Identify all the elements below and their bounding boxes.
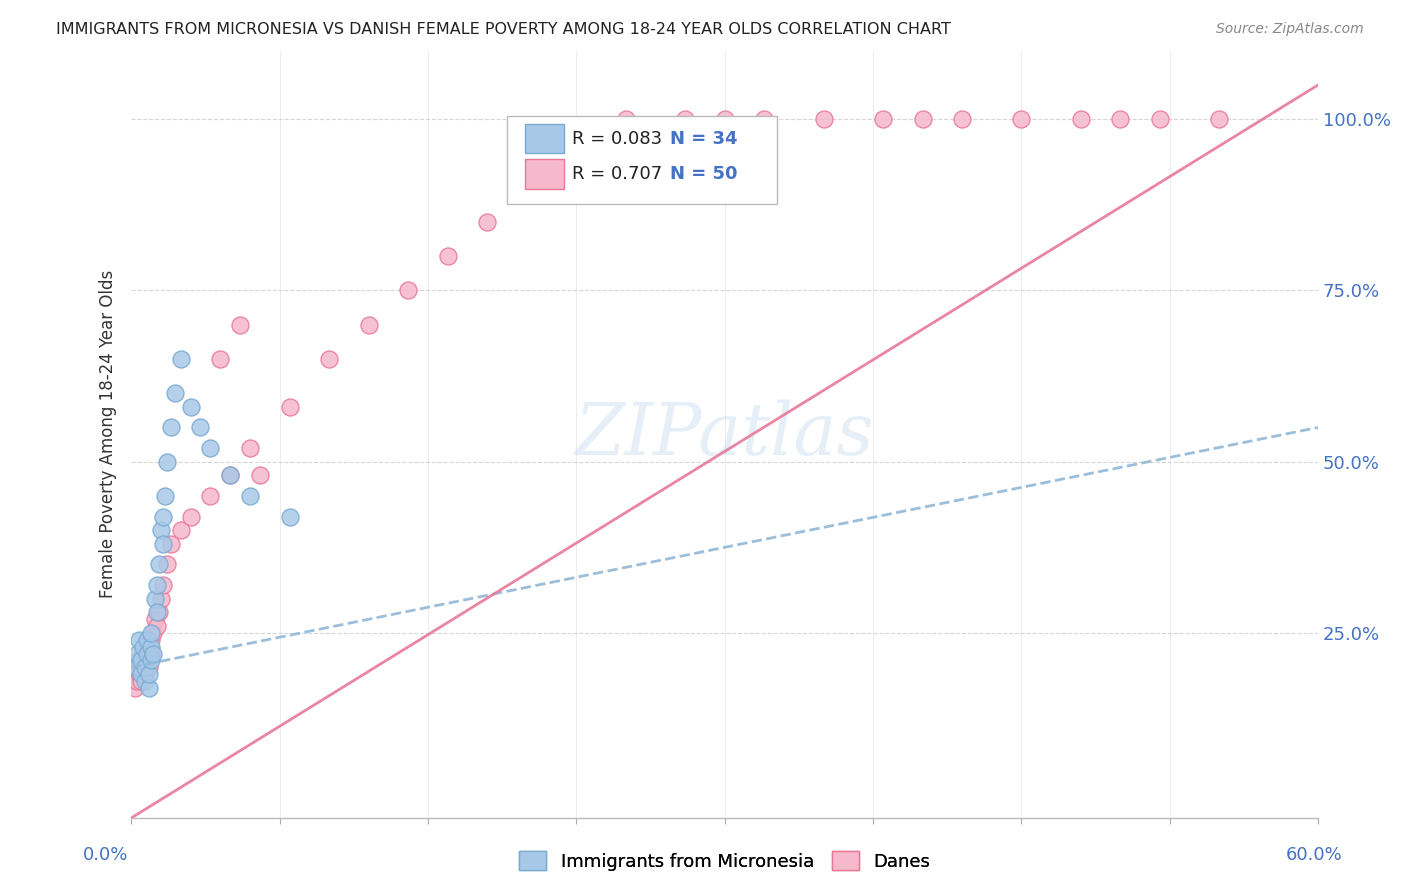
Point [129, 653, 152, 667]
Point [138, 681, 160, 695]
Point [555, 146, 578, 161]
Point [129, 667, 152, 681]
Point [477, 215, 499, 229]
Point [138, 667, 160, 681]
Point [1010, 112, 1032, 127]
Point [229, 318, 252, 332]
Point [149, 523, 172, 537]
Point [396, 284, 419, 298]
Point [219, 468, 242, 483]
Point [278, 509, 301, 524]
Text: 0.0%: 0.0% [83, 846, 128, 863]
Text: ZIPatlas: ZIPatlas [575, 399, 875, 469]
Y-axis label: Female Poverty Among 18-24 Year Olds: Female Poverty Among 18-24 Year Olds [100, 270, 117, 599]
Point [152, 578, 174, 592]
Point [127, 647, 149, 661]
Point [128, 632, 150, 647]
Point [180, 509, 202, 524]
Point [200, 441, 222, 455]
Point [139, 653, 162, 667]
Point [239, 441, 262, 455]
Text: R = 0.707: R = 0.707 [572, 165, 662, 183]
Point [124, 681, 146, 695]
Point [127, 673, 149, 688]
Point [357, 318, 380, 332]
Point [156, 558, 179, 572]
Point [132, 647, 155, 661]
Point [134, 653, 156, 667]
Point [128, 653, 150, 667]
Point [1208, 112, 1230, 127]
Point [180, 400, 202, 414]
Point [950, 112, 973, 127]
Point [1070, 112, 1092, 127]
Point [219, 468, 242, 483]
Point [152, 509, 174, 524]
Point [516, 180, 538, 194]
Text: 60.0%: 60.0% [1286, 846, 1343, 863]
Point [143, 612, 166, 626]
Point [143, 591, 166, 606]
Point [1109, 112, 1132, 127]
Point [249, 468, 271, 483]
Legend: Immigrants from Micronesia, Danes: Immigrants from Micronesia, Danes [512, 844, 938, 878]
Point [713, 112, 735, 127]
Point [278, 400, 301, 414]
Point [159, 537, 181, 551]
Point [139, 647, 162, 661]
Point [209, 351, 232, 366]
Point [142, 626, 165, 640]
Point [148, 606, 170, 620]
Point [813, 112, 835, 127]
Point [163, 386, 186, 401]
Point [134, 667, 156, 681]
Point [138, 660, 160, 674]
Point [129, 660, 152, 674]
Text: N = 50: N = 50 [669, 165, 737, 183]
Point [148, 558, 170, 572]
Point [200, 489, 222, 503]
Point [149, 591, 172, 606]
Point [139, 640, 162, 654]
Point [146, 578, 169, 592]
Point [134, 660, 156, 674]
Point [318, 351, 340, 366]
Point [436, 249, 458, 263]
Point [170, 523, 193, 537]
Point [614, 112, 637, 127]
Point [136, 632, 159, 647]
Point [156, 455, 179, 469]
Point [152, 537, 174, 551]
Point [139, 626, 162, 640]
Text: IMMIGRANTS FROM MICRONESIA VS DANISH FEMALE POVERTY AMONG 18-24 YEAR OLDS CORREL: IMMIGRANTS FROM MICRONESIA VS DANISH FEM… [56, 22, 950, 37]
Text: N = 34: N = 34 [669, 129, 737, 147]
Point [132, 640, 155, 654]
Point [190, 420, 212, 434]
Point [872, 112, 894, 127]
Point [170, 351, 193, 366]
Point [124, 660, 146, 674]
Point [1149, 112, 1171, 127]
Text: Source: ZipAtlas.com: Source: ZipAtlas.com [1216, 22, 1364, 37]
Point [754, 112, 776, 127]
Point [673, 112, 696, 127]
Point [136, 647, 159, 661]
Point [153, 489, 176, 503]
Point [139, 632, 162, 647]
Text: R = 0.083: R = 0.083 [572, 129, 662, 147]
Point [128, 667, 150, 681]
Point [136, 640, 159, 654]
Point [142, 647, 165, 661]
Point [146, 606, 169, 620]
Point [134, 673, 156, 688]
Point [159, 420, 181, 434]
Point [146, 619, 169, 633]
Point [911, 112, 934, 127]
Point [129, 673, 152, 688]
Point [239, 489, 262, 503]
